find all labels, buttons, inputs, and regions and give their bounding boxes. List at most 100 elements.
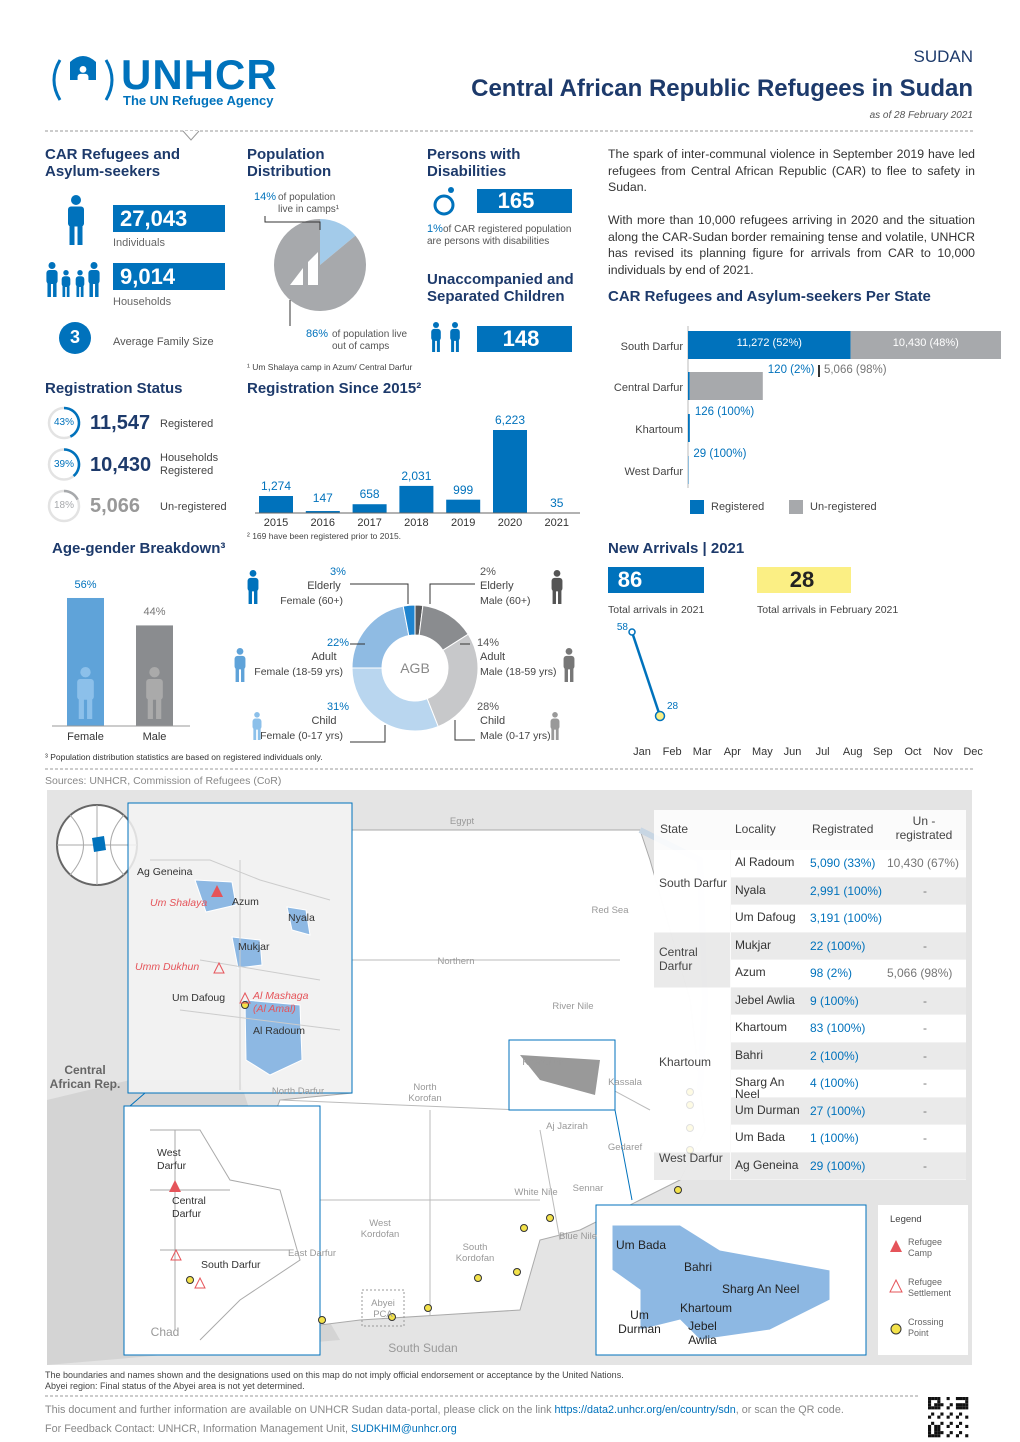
- x-tick-label: Female: [67, 731, 104, 743]
- sex-label: Female (60+): [280, 595, 343, 607]
- table-cell: Mukjar: [735, 937, 772, 952]
- table-header: Locality: [735, 822, 776, 836]
- qr-module: [955, 1403, 959, 1407]
- donut-segment: [402, 604, 416, 637]
- icon-leg: [241, 668, 245, 682]
- khartoum-shape: [520, 1055, 600, 1095]
- icon-leg: [253, 728, 257, 740]
- table-cell: -: [923, 993, 927, 1008]
- map-label: Bahri: [684, 1260, 713, 1274]
- qr-module: [962, 1403, 966, 1407]
- table-state: Central Darfur: [659, 945, 698, 974]
- map-label: Egypt: [449, 816, 475, 827]
- table-row: [731, 905, 966, 932]
- footer-text: For Feedback Contact: UNHCR, Information…: [45, 1423, 349, 1435]
- person-icon: [551, 570, 563, 604]
- x-tick-label: 2016: [310, 517, 336, 529]
- age-label: Elderly: [307, 580, 341, 592]
- icon-leg: [147, 698, 153, 719]
- donut-segment: [351, 667, 439, 732]
- icon-leg: [156, 698, 162, 719]
- map-label: Al Mashaga (Al Amal): [253, 990, 309, 1015]
- footer-link[interactable]: https://data2.unhcr.org/en/country/sdn: [554, 1404, 736, 1416]
- map-label: Um Shalaya: [150, 897, 208, 909]
- icon-body: [61, 276, 71, 288]
- pie-slice: [274, 219, 366, 311]
- qr-module: [928, 1431, 932, 1435]
- table-row: [731, 932, 966, 960]
- table-state: South Darfur: [659, 876, 728, 891]
- icon-body: [550, 718, 560, 730]
- value-box: [113, 263, 225, 290]
- icon-body: [431, 328, 441, 341]
- map-label: Abyei PCA: [371, 1298, 395, 1321]
- icon-head: [149, 667, 160, 678]
- table-cell: 5,090 (33%): [810, 856, 876, 870]
- country: SUDAN: [913, 47, 973, 66]
- value: 5,066: [90, 495, 141, 517]
- qr-module: [946, 1415, 950, 1419]
- separator: [818, 364, 820, 377]
- qr-module: [949, 1431, 953, 1435]
- table-row: [731, 1152, 966, 1180]
- qr-module: [934, 1424, 938, 1428]
- qr-module: [965, 1400, 969, 1404]
- map-label: Chad: [150, 1325, 180, 1339]
- section-title: Unaccompanied and Separated Children: [427, 271, 574, 305]
- legend-label: Crossing Point: [908, 1317, 944, 1338]
- x-tick-label: Nov: [933, 746, 953, 758]
- map-label: Sharg An Neel: [722, 1282, 800, 1296]
- map-label: North Korofan: [408, 1082, 442, 1105]
- value-box: [113, 205, 225, 232]
- qr-module: [928, 1403, 932, 1407]
- globe-sudan: [92, 836, 106, 852]
- icon-leg: [455, 340, 459, 352]
- icon-leg: [564, 668, 568, 682]
- value-label: 35: [550, 495, 564, 510]
- person-icon: [146, 667, 163, 719]
- point: [628, 628, 636, 636]
- icon-head: [236, 648, 244, 655]
- x-tick-label: 2021: [544, 517, 570, 529]
- bar: [305, 511, 340, 513]
- camp-icon: [211, 885, 223, 897]
- qr-module: [928, 1428, 932, 1432]
- icon-leg: [235, 668, 239, 682]
- qr-module: [940, 1431, 944, 1435]
- table-cell: Nyala: [735, 882, 766, 897]
- sex-label: Female (0-17 yrs): [260, 730, 343, 742]
- ring: [64, 448, 81, 478]
- category-label: Central Darfur: [613, 382, 683, 394]
- paragraph: The spark of inter-communal violence in …: [608, 147, 975, 194]
- table-cell: 27 (100%): [810, 1103, 866, 1118]
- table-row: [731, 987, 966, 1015]
- qr-module: [934, 1403, 938, 1407]
- footer-link[interactable]: SUDKHIM@unhcr.org: [351, 1423, 457, 1435]
- table-cell: 1 (100%): [810, 1131, 859, 1145]
- value-label-group: 29 (100%): [693, 448, 746, 462]
- table-cell: -: [923, 1048, 927, 1063]
- crossing-point: [520, 1224, 528, 1232]
- label: Households Registered: [160, 451, 219, 477]
- wheelchair-icon: [433, 194, 455, 216]
- table-cell: 29 (100%): [810, 1158, 866, 1173]
- leader: [454, 720, 475, 741]
- qr-module: [959, 1397, 963, 1401]
- qr-module: [962, 1406, 966, 1410]
- person-icon: [88, 262, 100, 297]
- map-label: Gedaref: [607, 1142, 643, 1153]
- table-cell: 83 (100%): [810, 1021, 866, 1035]
- icon-head: [80, 667, 91, 678]
- x-tick-label: Mar: [692, 746, 712, 758]
- table-cell: 4 (100%): [810, 1076, 859, 1090]
- bar: [446, 499, 481, 513]
- icon-head: [48, 262, 56, 269]
- map-label: West Kordofan: [360, 1218, 400, 1241]
- disclaimer: The boundaries and names shown and the d…: [45, 1370, 624, 1380]
- value-box: [477, 189, 572, 213]
- table-cell: 3,191 (100%): [810, 911, 883, 925]
- x-tick-label: Dec: [963, 746, 983, 758]
- khartoum-localities: [611, 1224, 831, 1341]
- map-label: Kassala: [608, 1077, 642, 1088]
- icon-leg: [47, 283, 51, 297]
